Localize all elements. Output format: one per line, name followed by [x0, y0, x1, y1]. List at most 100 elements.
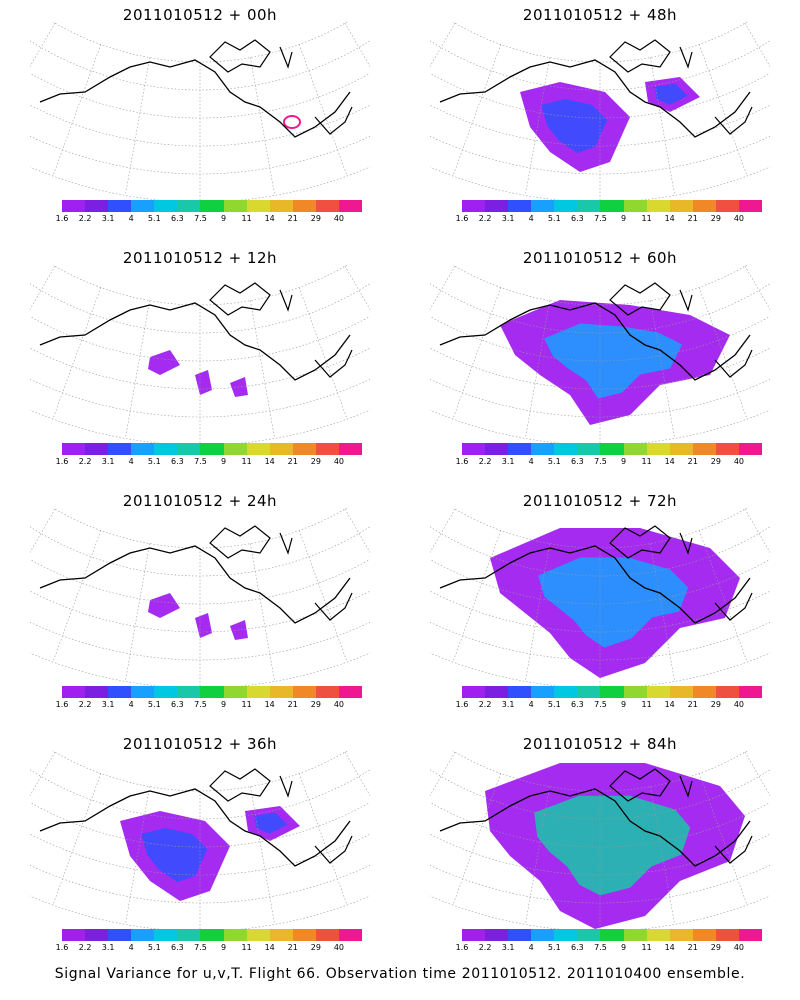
latitude-line — [430, 559, 770, 605]
colorbar-swatch — [600, 443, 624, 455]
coastline — [439, 788, 751, 867]
colorbar-tick-label: 6.3 — [571, 214, 584, 223]
colorbar-tick-label: 9 — [620, 700, 627, 709]
latitude-line — [30, 316, 370, 362]
colorbar-swatch — [108, 443, 132, 455]
colorbar-tick-label: 40 — [733, 943, 745, 952]
coastline-peninsula — [679, 532, 693, 555]
colorbar-swatch — [315, 443, 339, 455]
colorbar-tick-label: 3.1 — [501, 214, 515, 223]
map-plot — [30, 22, 370, 202]
colorbar — [462, 686, 763, 698]
colorbar-tick-label: 3.1 — [101, 943, 115, 952]
colorbar-swatch — [531, 929, 555, 941]
colorbar-swatch — [462, 200, 486, 212]
colorbar-tick-label: 5.1 — [547, 943, 561, 952]
colorbar-tick-label: 5.1 — [147, 457, 161, 466]
colorbar-swatch — [692, 443, 716, 455]
colorbar-tick-label: 2.2 — [478, 700, 492, 709]
colorbar-tick-label: 6.3 — [571, 943, 584, 952]
colorbar-swatch — [292, 200, 316, 212]
latitude-line — [52, 265, 348, 306]
colorbar-swatch — [177, 686, 201, 698]
colorbar-swatch — [508, 200, 532, 212]
colorbar-tick-label: 21 — [687, 943, 698, 952]
colorbar-swatch — [62, 686, 86, 698]
latitude-line — [430, 347, 770, 390]
meridian-line — [250, 786, 275, 925]
colorbar-tick-label: 3.1 — [501, 700, 515, 709]
map-panel-00h: 2011010512 + 00h 1.6 2.2 3.1 4 5.1 6.3 7.5 9 11 1… — [0, 0, 400, 245]
latitude-line — [30, 283, 370, 334]
map-plot — [430, 751, 770, 931]
colorbar-tick-label: 40 — [333, 457, 345, 466]
coastline-peninsula — [279, 532, 293, 555]
colorbar-tick-label: 11 — [641, 700, 652, 709]
meridian-line — [344, 265, 370, 311]
latitude-line — [430, 104, 770, 147]
colorbar-tick-label: 9 — [220, 700, 227, 709]
colorbar-swatch — [200, 686, 224, 698]
meridian-line — [125, 543, 150, 682]
colorbar-swatch — [315, 200, 339, 212]
coastline-east — [714, 592, 753, 621]
colorbar-tick-label: 29 — [710, 457, 721, 466]
map-panel-12h: 2011010512 + 12h 1.6 2.2 3.1 4 5.1 6.3 7.5 9 11 1… — [0, 243, 400, 488]
colorbar-labels: 1.6 2.2 3.1 4 5.1 6.3 7.5 9 11 14 21 29 40 — [56, 700, 362, 710]
figure-caption: Signal Variance for u,v,T. Flight 66. Ob… — [54, 966, 746, 982]
colorbar-tick-label: 40 — [333, 943, 345, 952]
latitude-line — [30, 833, 370, 876]
colorbar-tick-label: 3.1 — [101, 214, 115, 223]
coastline-islands — [209, 525, 271, 559]
colorbar — [62, 929, 363, 941]
meridian-line — [344, 508, 370, 554]
colorbar-swatch — [577, 686, 601, 698]
meridian-line — [298, 287, 348, 420]
latitude-line — [30, 135, 370, 175]
colorbar-swatch — [154, 929, 178, 941]
meridian-line — [744, 265, 770, 311]
colorbar-tick-label: 4 — [528, 700, 534, 709]
colorbar-tick-label: 5.1 — [547, 700, 561, 709]
meridian-line — [250, 300, 275, 439]
colorbar-tick-label: 5.1 — [547, 457, 561, 466]
map-plot — [430, 508, 770, 688]
coastline — [39, 302, 351, 381]
colorbar-tick-label: 1.6 — [55, 700, 69, 709]
panel-title: 2011010512 + 84h — [522, 735, 678, 753]
panel-title: 2011010512 + 00h — [122, 6, 278, 24]
latitude-line — [30, 347, 370, 390]
colorbar-swatch — [738, 929, 763, 941]
colorbar-swatch — [108, 686, 132, 698]
colorbar-tick-label: 1.6 — [55, 457, 69, 466]
colorbar — [462, 929, 763, 941]
colorbar-swatch — [600, 929, 624, 941]
variance-core — [538, 557, 689, 648]
colorbar-swatch — [154, 443, 178, 455]
colorbar-tick-label: 7.5 — [194, 700, 207, 709]
colorbar-swatch — [692, 929, 716, 941]
colorbar-tick-label: 7.5 — [594, 943, 607, 952]
colorbar-swatch — [715, 443, 739, 455]
colorbar-swatch — [738, 686, 763, 698]
colorbar-tick-label: 40 — [733, 214, 745, 223]
meridian-line — [52, 773, 102, 906]
meridian-line — [698, 287, 748, 420]
colorbar-tick-label: 7.5 — [194, 457, 207, 466]
latitude-line — [30, 104, 370, 147]
colorbar-tick-label: 2.2 — [78, 943, 92, 952]
colorbar-tick-label: 14 — [264, 457, 275, 466]
colorbar-swatch — [623, 443, 647, 455]
colorbar-tick-label: 6.3 — [171, 214, 184, 223]
latitude-line — [30, 378, 370, 418]
panel-title: 2011010512 + 60h — [522, 249, 678, 267]
colorbar-tick-label: 4 — [128, 943, 134, 952]
colorbar-swatch — [200, 929, 224, 941]
meridian-line — [30, 22, 56, 68]
colorbar — [62, 200, 363, 212]
latitude-line — [52, 22, 348, 63]
colorbar-tick-label: 4 — [128, 700, 134, 709]
colorbar-tick-label: 29 — [310, 700, 321, 709]
colorbar-tick-label: 5.1 — [547, 214, 561, 223]
colorbar-tick-label: 9 — [220, 943, 227, 952]
